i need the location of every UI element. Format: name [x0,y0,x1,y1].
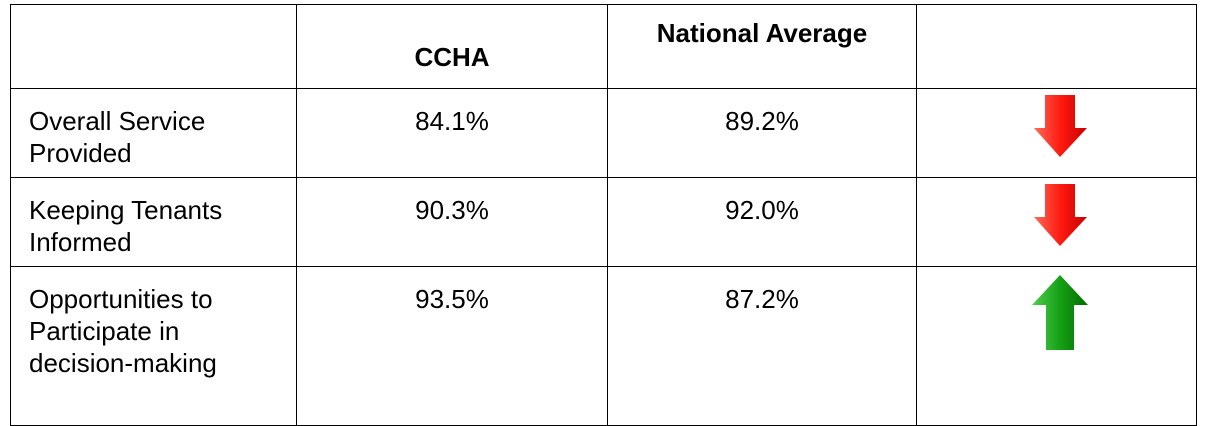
value-text: 93.5% [415,284,489,314]
value-cell: 89.2% [607,88,917,178]
value-cell: 93.5% [296,266,608,426]
label-line: Overall Service [29,106,206,136]
value-cell: 92.0% [607,177,917,267]
header-text: CCHA [414,42,490,72]
label-line: Participate in [29,316,180,346]
down-arrow [1034,95,1087,157]
label-line: Keeping Tenants [29,195,223,225]
value-cell: 84.1% [296,88,608,178]
value-text: 90.3% [415,195,489,225]
header-cell [10,4,297,89]
label-line: decision-making [29,348,217,378]
header-cell [916,4,1197,89]
down-arrow [1034,184,1087,246]
up-arrow [1032,275,1088,350]
page: CCHA National Average Overall Service Pro… [10,4,1197,426]
label-cell: Keeping Tenants Informed [10,177,297,267]
value-cell: 87.2% [607,266,917,426]
label-line: Provided [29,138,132,168]
label-cell: Overall Service Provided [10,88,297,178]
value-text: 84.1% [415,106,489,136]
header-cell: National Average [607,4,917,89]
value-text: 89.2% [725,106,799,136]
header-cell: CCHA [296,4,608,89]
label-line: Informed [29,227,132,257]
label-cell: Opportunities to Participate in decision-m… [10,266,297,426]
header-text: National Average [656,18,868,48]
value-text: 87.2% [725,284,799,314]
label-line: Opportunities to [29,284,213,314]
value-text: 92.0% [725,195,799,225]
value-cell: 90.3% [296,177,608,267]
